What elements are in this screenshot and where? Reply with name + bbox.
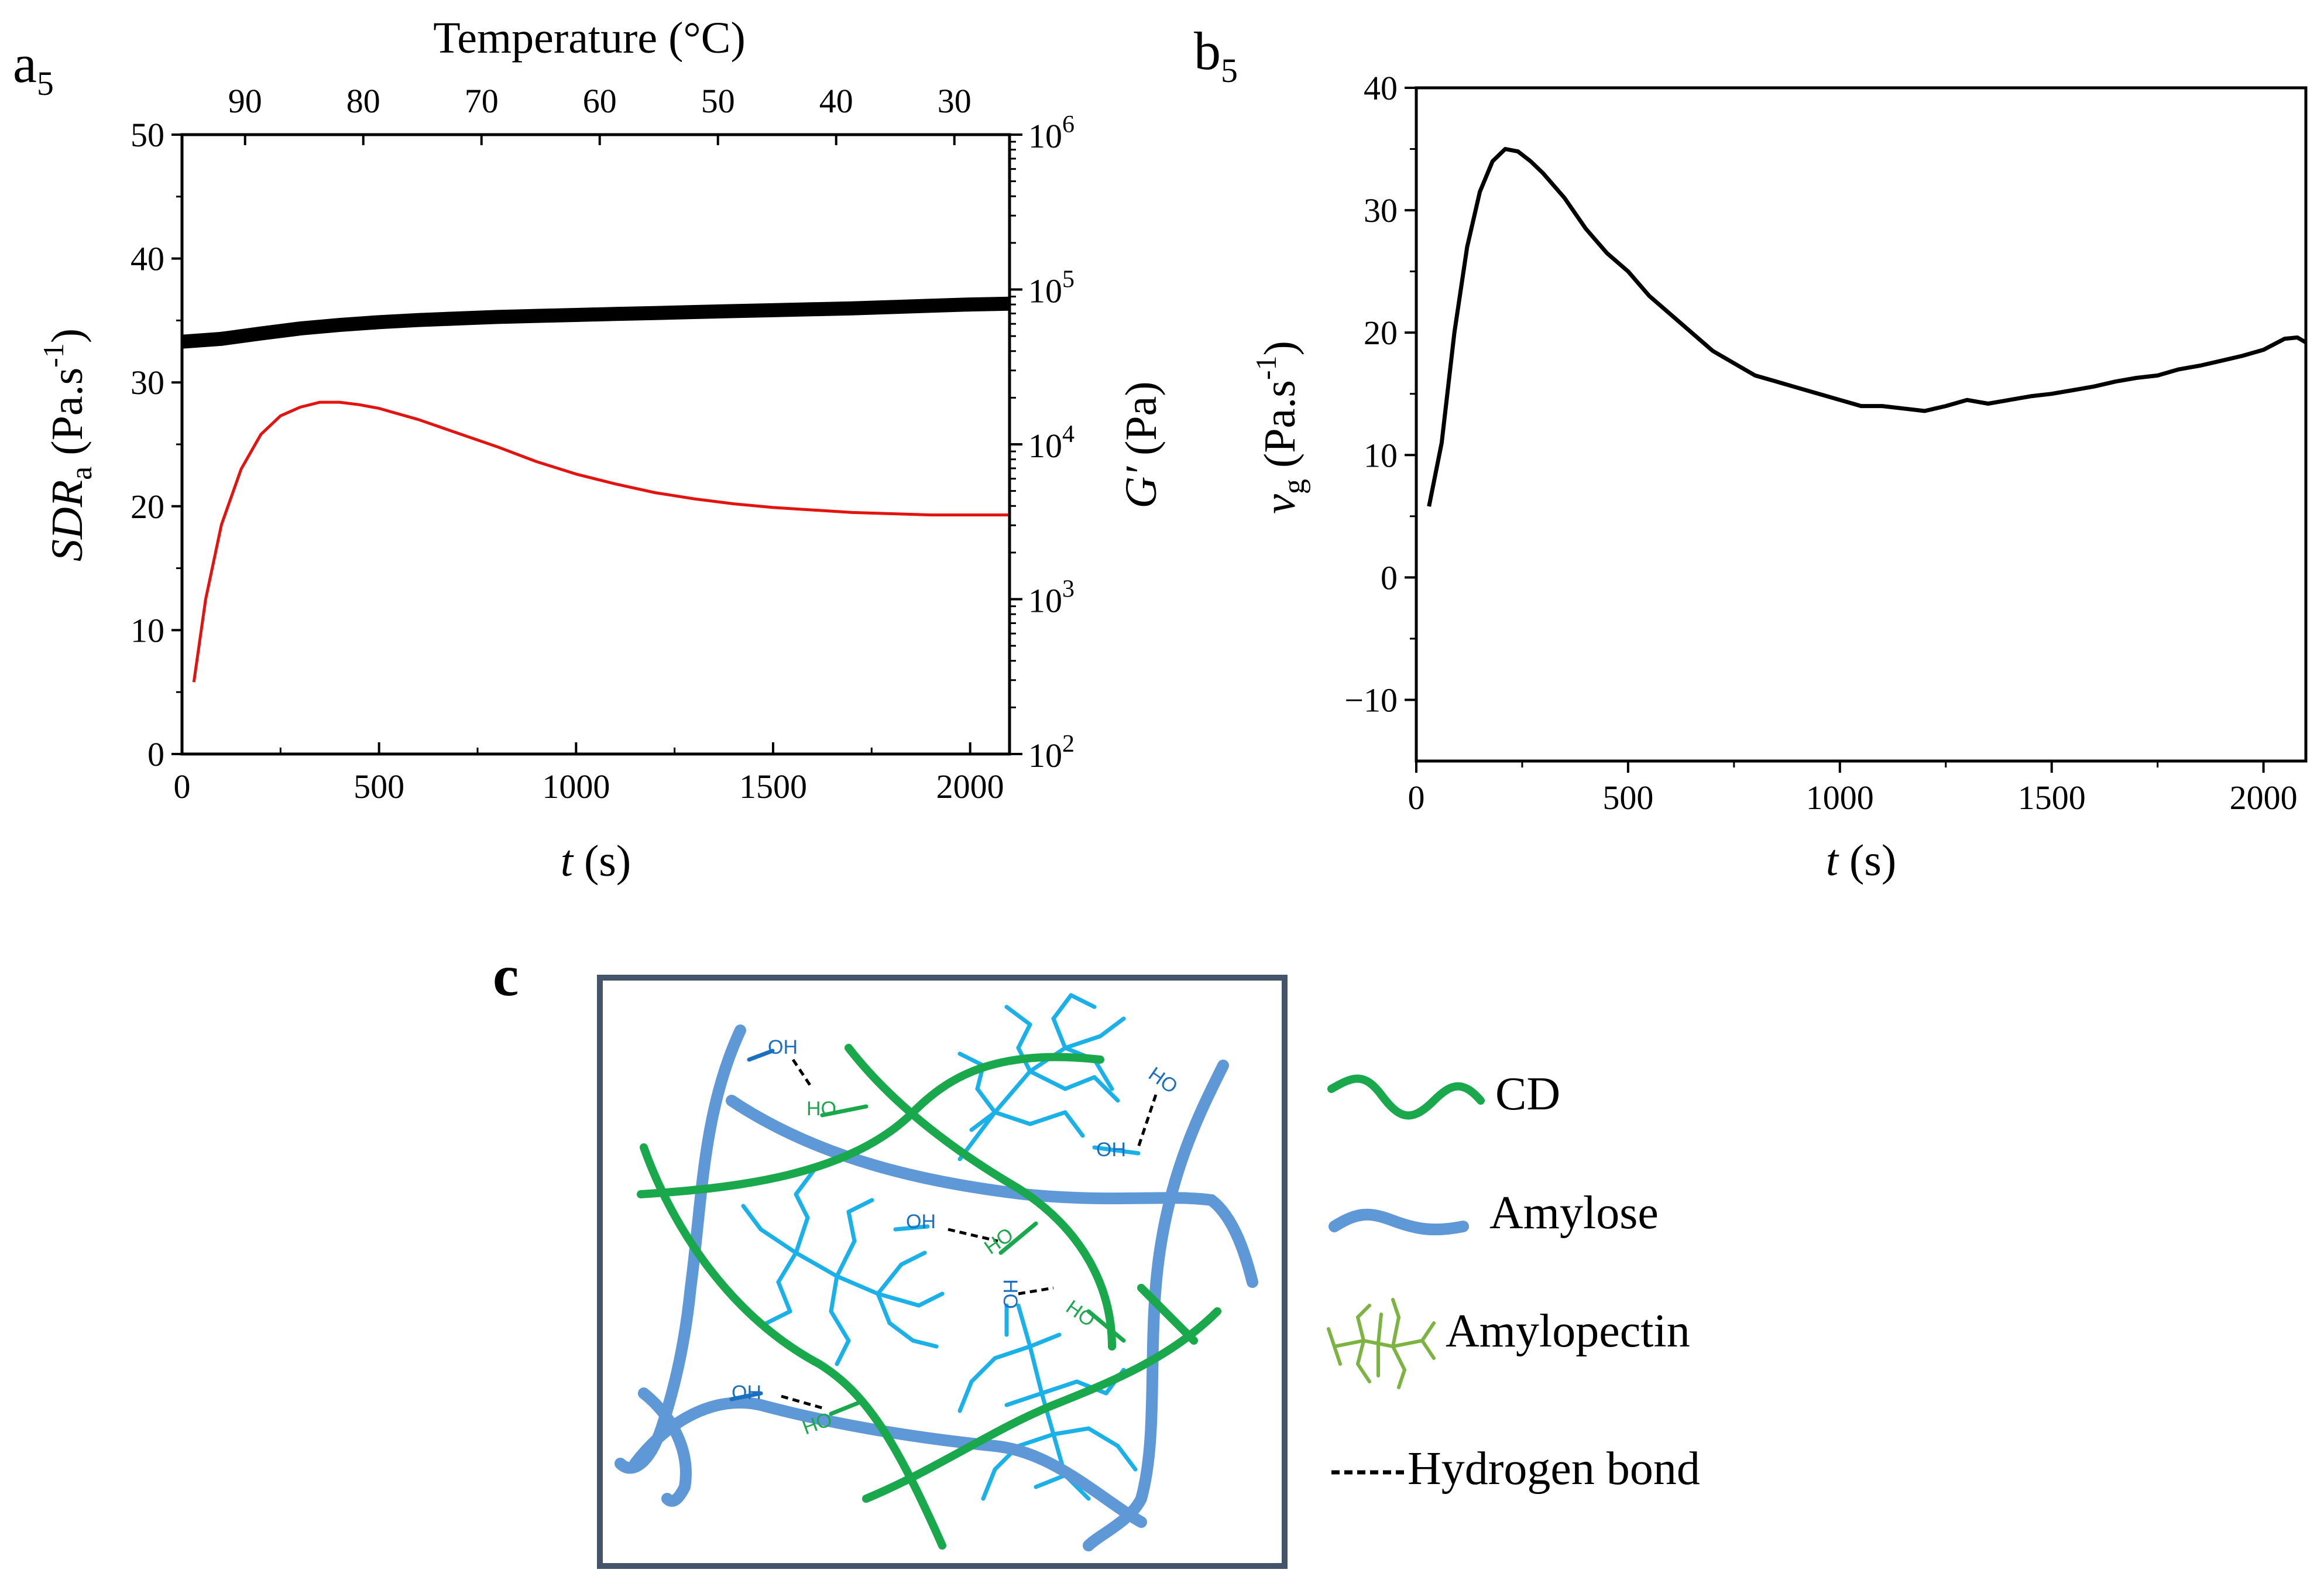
panel-a5: a5 Temperature (°C) 90 80 70 60 50 40 30 01020… bbox=[13, 13, 1166, 886]
panel-c-schematic: c bbox=[493, 943, 1700, 1569]
plot-frame-b5 bbox=[1415, 86, 2308, 763]
y-tick-label-b5: 30 bbox=[1364, 191, 1398, 229]
y-tick-label-b5: 0 bbox=[1381, 558, 1398, 597]
panel-label-b5: b5 bbox=[1194, 21, 1238, 90]
plot-frame-a5 bbox=[180, 133, 1011, 756]
legend-swatch-amylopectin bbox=[1327, 1298, 1436, 1389]
amylopectin-cluster-1 bbox=[957, 993, 1126, 1161]
amylopectin-cluster-2 bbox=[741, 1168, 945, 1366]
amylose-chains bbox=[615, 1024, 1258, 1551]
y-tick-label-right: 104 bbox=[1028, 421, 1075, 465]
x-axis-label-b5: t (s) bbox=[1826, 836, 1896, 885]
left-axis-ticks: 0 10 20 30 40 50 bbox=[131, 116, 182, 773]
legend-label-cd: CD bbox=[1495, 1068, 1560, 1120]
top-axis-ticks: 90 80 70 60 50 40 30 bbox=[228, 82, 972, 145]
series-g-prime bbox=[181, 296, 1010, 349]
top-tick-label: 40 bbox=[819, 82, 853, 120]
y-tick-label-right: 102 bbox=[1028, 731, 1075, 775]
bottom-axis-ticks-b5: 0 500 1000 1500 2000 bbox=[1408, 761, 2298, 817]
top-tick-label: 50 bbox=[701, 82, 735, 120]
y-axis-label-b5: vg (Pa.s-1) bbox=[1249, 341, 1311, 514]
top-tick-label: 60 bbox=[583, 82, 617, 120]
x-tick-label-b5: 2000 bbox=[2230, 779, 2298, 817]
x-tick-label: 2000 bbox=[936, 767, 1004, 806]
series-sdra bbox=[192, 400, 1010, 683]
y-tick-label-left: 20 bbox=[131, 488, 164, 526]
x-tick-label-b5: 0 bbox=[1408, 779, 1425, 817]
hydroxyl-bonds bbox=[729, 1048, 1141, 1416]
x-tick-label-b5: 1500 bbox=[2018, 779, 2086, 817]
legend-swatch-amylose bbox=[1329, 1208, 1469, 1236]
top-tick-label: 90 bbox=[228, 82, 262, 120]
left-axis-ticks-b5: −10 0 10 20 30 40 bbox=[1344, 69, 1416, 719]
series-vg bbox=[1427, 147, 2307, 507]
cd-chains bbox=[637, 1044, 1221, 1550]
y-tick-label-b5: 40 bbox=[1364, 69, 1398, 107]
oh-label: OH bbox=[906, 1211, 936, 1233]
bottom-axis-ticks: 0 500 1000 1500 2000 bbox=[174, 742, 1004, 806]
oh-label: OH bbox=[1096, 1139, 1126, 1161]
legend-label-amylose: Amylose bbox=[1489, 1187, 1659, 1239]
y-tick-label-right: 103 bbox=[1028, 576, 1075, 620]
y-axis-label-left-a5: SDRa (Pa.s-1) bbox=[37, 328, 98, 561]
top-tick-label: 70 bbox=[465, 82, 499, 120]
x-tick-label: 1000 bbox=[542, 767, 610, 806]
oh-label: OH bbox=[768, 1036, 798, 1058]
y-tick-label-b5: 20 bbox=[1364, 314, 1398, 352]
y-tick-label-left: 10 bbox=[131, 611, 164, 649]
panel-b5: b5 −10 0 10 20 30 40 0 500 1000 1500 2000 t (s) v… bbox=[1194, 21, 2308, 885]
panel-label-a5: a5 bbox=[13, 34, 54, 102]
y-tick-label-b5: −10 bbox=[1344, 681, 1398, 719]
schematic-legend: CD Amylose Amylopectin Hydrogen bond bbox=[1327, 1068, 1700, 1495]
ho-label: HO bbox=[999, 1279, 1021, 1309]
y-tick-label-right: 105 bbox=[1028, 266, 1075, 310]
y-axis-label-right-a5: G′ (Pa) bbox=[1117, 381, 1166, 508]
y-tick-label-left: 50 bbox=[131, 116, 164, 154]
y-tick-label-b5: 10 bbox=[1364, 436, 1398, 474]
y-tick-label-right: 106 bbox=[1028, 111, 1075, 155]
panel-label-c: c bbox=[493, 943, 519, 1008]
y-tick-label-left: 40 bbox=[131, 240, 164, 278]
x-tick-label-b5: 500 bbox=[1602, 779, 1653, 817]
legend-label-hbond: Hydrogen bond bbox=[1408, 1443, 1700, 1495]
x-tick-label: 500 bbox=[353, 767, 404, 806]
x-axis-label-a5: t (s) bbox=[561, 837, 631, 886]
hydrogen-bond-lines bbox=[781, 1058, 1158, 1410]
x-tick-label: 0 bbox=[174, 767, 191, 806]
top-tick-label: 80 bbox=[346, 82, 380, 120]
schematic-frame bbox=[597, 975, 1288, 1569]
legend-swatch-cd bbox=[1327, 1074, 1485, 1120]
oh-label: OH bbox=[732, 1382, 761, 1404]
x-tick-label: 1500 bbox=[739, 767, 807, 806]
top-tick-label: 30 bbox=[938, 82, 972, 120]
legend-label-amylopectin: Amylopectin bbox=[1446, 1305, 1690, 1357]
top-axis-title: Temperature (°C) bbox=[433, 13, 746, 63]
right-axis-ticks: 102 103 104 105 106 bbox=[1010, 111, 1075, 775]
y-tick-label-left: 30 bbox=[131, 364, 164, 402]
y-tick-label-left: 0 bbox=[147, 735, 164, 773]
ho-label: HO bbox=[806, 1098, 836, 1120]
x-tick-label-b5: 1000 bbox=[1806, 779, 1874, 817]
